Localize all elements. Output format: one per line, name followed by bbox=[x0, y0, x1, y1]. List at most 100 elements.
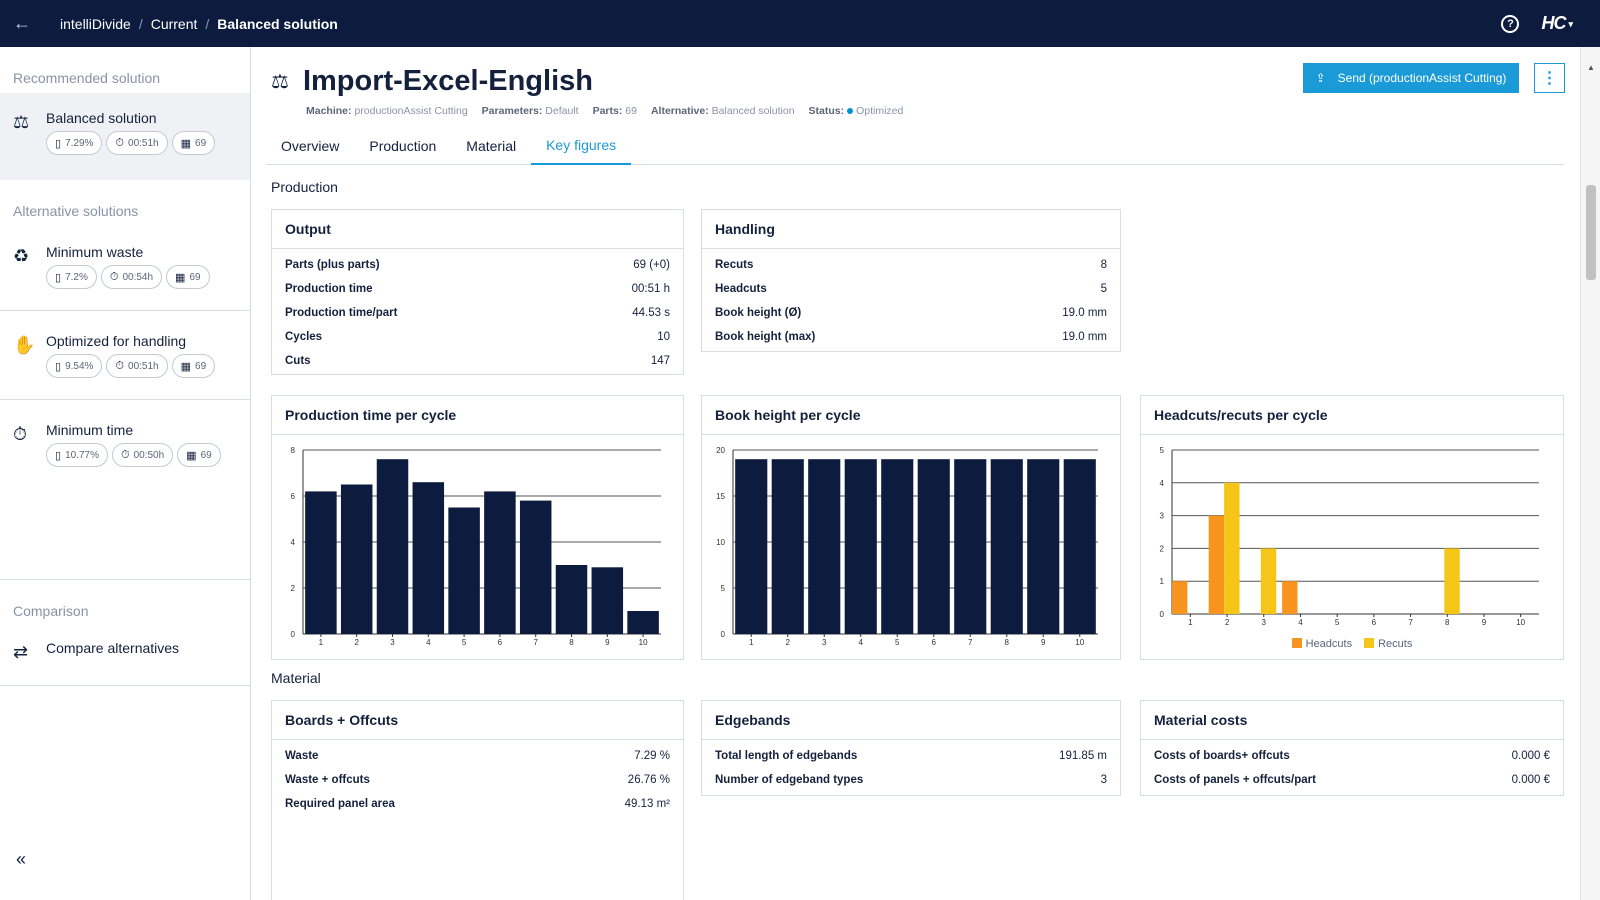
tab-material[interactable]: Material bbox=[466, 138, 517, 154]
bar-headcuts[interactable] bbox=[1208, 515, 1225, 614]
time-chip: ⏱ 00:54h bbox=[100, 265, 163, 289]
bar[interactable] bbox=[1027, 459, 1060, 634]
solution-title: Balanced solution bbox=[46, 110, 157, 126]
x-tick-label: 9 bbox=[1482, 618, 1487, 627]
help-icon[interactable]: ? bbox=[1501, 14, 1520, 33]
time-value: 00:51h bbox=[128, 360, 159, 372]
bar[interactable] bbox=[412, 482, 445, 634]
meta-alternative: Balanced solution bbox=[711, 105, 795, 117]
breadcrumb-app[interactable]: intelliDivide bbox=[60, 15, 131, 32]
board-icon: ▯ bbox=[55, 449, 62, 462]
bar[interactable] bbox=[305, 491, 337, 634]
y-tick-label: 5 bbox=[1160, 446, 1165, 455]
tab-production[interactable]: Production bbox=[369, 138, 437, 154]
x-tick-label: 10 bbox=[1075, 638, 1084, 647]
bar[interactable] bbox=[917, 459, 950, 634]
x-tick-label: 2 bbox=[1225, 618, 1230, 627]
kv-row: Cuts 147 bbox=[272, 349, 683, 373]
card-title: Edgebands bbox=[702, 701, 1120, 740]
x-tick-label: 9 bbox=[1041, 638, 1046, 647]
hc-logo-menu[interactable]: HC ▾ bbox=[1541, 13, 1572, 34]
kv-value: 5 bbox=[1100, 283, 1107, 295]
kv-key: Waste + offcuts bbox=[285, 774, 370, 786]
x-tick-label: 5 bbox=[462, 638, 467, 647]
y-tick-label: 10 bbox=[716, 538, 725, 547]
kv-row: Recuts 8 bbox=[702, 253, 1120, 277]
y-tick-label: 15 bbox=[716, 492, 725, 501]
bar[interactable] bbox=[340, 484, 373, 635]
kv-row: Number of edgeband types 3 bbox=[702, 768, 1120, 792]
vertical-scrollbar[interactable]: ▲ bbox=[1580, 47, 1600, 900]
bar[interactable] bbox=[484, 491, 516, 634]
bar[interactable] bbox=[555, 565, 588, 634]
bar[interactable] bbox=[844, 459, 877, 634]
bar[interactable] bbox=[881, 459, 914, 634]
bar[interactable] bbox=[1063, 459, 1096, 634]
bar[interactable] bbox=[627, 611, 659, 634]
x-tick-label: 4 bbox=[859, 638, 864, 647]
chart-legend: Headcuts Recuts bbox=[1141, 638, 1563, 650]
parts-value: 69 bbox=[195, 137, 207, 149]
meta-label: Status: bbox=[808, 105, 845, 117]
kv-key: Waste bbox=[285, 750, 319, 762]
time-chip: ⏱ 00:50h bbox=[111, 443, 174, 467]
upload-icon: ⇪ bbox=[1315, 71, 1326, 85]
balance-scale-icon: ⚖ bbox=[13, 112, 30, 132]
bar[interactable] bbox=[448, 507, 480, 635]
tab-overview[interactable]: Overview bbox=[281, 138, 340, 154]
bar[interactable] bbox=[990, 459, 1023, 634]
more-options-icon[interactable]: ⋮ bbox=[1534, 63, 1565, 93]
y-tick-label: 0 bbox=[291, 630, 296, 639]
meta-label: Alternative: bbox=[650, 105, 709, 117]
stopwatch-icon: ⏱ bbox=[115, 136, 125, 149]
stopwatch-icon: ⏱ bbox=[120, 448, 130, 461]
time-value: 00:54h bbox=[122, 271, 154, 283]
compare-label: Compare alternatives bbox=[46, 640, 180, 656]
scroll-thumb[interactable] bbox=[1586, 185, 1596, 280]
material-section-title: Material bbox=[271, 670, 321, 686]
meta-status: Optimized bbox=[856, 105, 904, 117]
bar-recuts[interactable] bbox=[1444, 548, 1460, 614]
time-value: 00:50h bbox=[133, 449, 165, 461]
bar[interactable] bbox=[771, 459, 804, 634]
bar-headcuts[interactable] bbox=[1282, 581, 1298, 614]
kv-key: Total length of edgebands bbox=[715, 750, 858, 762]
kv-row: Required panel area 49.13 m² bbox=[272, 792, 683, 816]
scroll-up-icon[interactable]: ▲ bbox=[1587, 63, 1595, 72]
bar[interactable] bbox=[591, 567, 624, 634]
sidebar-item-optimized-handling[interactable]: ✋ Optimized for handling ▯ 9.54% ⏱ 00:51h … bbox=[0, 311, 250, 400]
sidebar-item-balanced-solution[interactable]: ⚖ Balanced solution ▯ 7.29% ⏱ 00:51h ▦ 69 bbox=[0, 93, 250, 180]
collapse-sidebar-icon[interactable]: « bbox=[16, 849, 27, 869]
send-button[interactable]: ⇪ Send (productionAssist Cutting) bbox=[1303, 63, 1519, 93]
x-tick-label: 2 bbox=[354, 638, 359, 647]
parts-value: 69 bbox=[200, 449, 212, 461]
kv-value: 26.76 % bbox=[627, 774, 670, 786]
x-tick-label: 3 bbox=[1262, 618, 1267, 627]
waste-icon: ♻ bbox=[13, 246, 30, 266]
parts-icon: ▦ bbox=[175, 271, 186, 284]
back-arrow-icon[interactable]: ← bbox=[13, 13, 31, 33]
kv-key: Required panel area bbox=[285, 798, 395, 810]
y-tick-label: 2 bbox=[1160, 544, 1165, 553]
bar[interactable] bbox=[519, 500, 552, 634]
bar[interactable] bbox=[735, 459, 768, 634]
kv-row: Parts (plus parts) 69 (+0) bbox=[272, 253, 683, 277]
legend-item-headcuts[interactable]: Headcuts bbox=[1291, 638, 1352, 650]
sidebar-item-minimum-time[interactable]: ⏱ Minimum time ▯ 10.77% ⏱ 00:50h ▦ 69 bbox=[0, 400, 250, 489]
bar-headcuts[interactable] bbox=[1172, 581, 1188, 614]
bar[interactable] bbox=[376, 459, 409, 634]
sidebar-item-minimum-waste[interactable]: ♻ Minimum waste ▯ 7.2% ⏱ 00:54h ▦ 69 bbox=[0, 226, 250, 311]
kv-key: Number of edgeband types bbox=[715, 774, 864, 786]
stopwatch-icon: ⏱ bbox=[13, 424, 28, 444]
bar-recuts[interactable] bbox=[1224, 482, 1240, 614]
bar-recuts[interactable] bbox=[1260, 548, 1277, 614]
card-title: Book height per cycle bbox=[702, 396, 1120, 435]
bar[interactable] bbox=[954, 459, 987, 634]
legend-item-recuts[interactable]: Recuts bbox=[1364, 638, 1412, 650]
x-tick-label: 7 bbox=[1408, 618, 1413, 627]
breadcrumb-current[interactable]: Current bbox=[150, 15, 198, 32]
sidebar-item-compare[interactable]: ⇄ Compare alternatives bbox=[0, 626, 250, 686]
bar[interactable] bbox=[808, 459, 841, 634]
x-tick-label: 6 bbox=[932, 638, 937, 647]
tab-key-figures[interactable]: Key figures bbox=[531, 127, 632, 165]
